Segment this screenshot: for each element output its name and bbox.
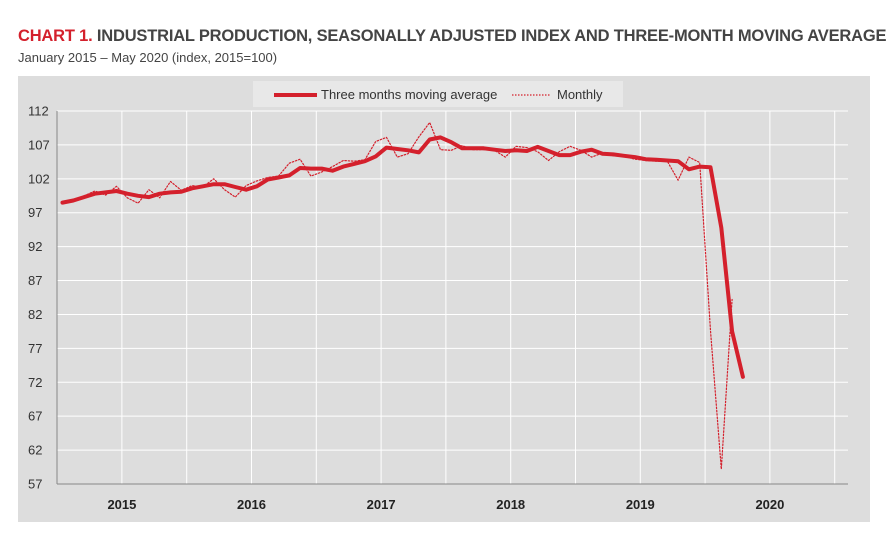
- chart-subtitle: January 2015 – May 2020 (index, 2015=100…: [18, 50, 278, 65]
- x-year-label: 2019: [626, 497, 655, 512]
- x-axis-ticks: 2015 2016 2017 2018 2019 2020: [107, 497, 784, 512]
- x-year-label: 2015: [107, 497, 136, 512]
- chart-title-lead: CHART 1.: [18, 27, 93, 45]
- series-layer: [60, 121, 745, 470]
- y-tick-label: 92: [28, 239, 42, 254]
- y-tick-label: 107: [28, 137, 50, 152]
- x-year-label: 2020: [755, 497, 784, 512]
- legend-label-moving-average: Three months moving average: [321, 87, 497, 102]
- y-tick-label: 77: [28, 341, 42, 356]
- series-line-monthly: [61, 121, 733, 470]
- y-tick-label: 87: [28, 273, 42, 288]
- y-tick-label: 112: [28, 104, 49, 119]
- y-tick-label: 62: [28, 443, 42, 458]
- y-tick-label: 67: [28, 409, 42, 424]
- x-year-label: 2016: [237, 497, 266, 512]
- legend-items: Three months moving average Monthly: [274, 87, 603, 102]
- x-year-label: 2018: [496, 497, 525, 512]
- series-line-moving-average: [60, 135, 745, 379]
- y-tick-label: 82: [28, 307, 42, 322]
- y-tick-label: 97: [28, 205, 42, 220]
- chart-title-rest: INDUSTRIAL PRODUCTION, SEASONALLY ADJUST…: [92, 27, 887, 45]
- legend-label-monthly: Monthly: [557, 87, 603, 102]
- y-axis-ticks: 112 107 102 97 92 87 82 77 72 67 62 57: [28, 104, 50, 492]
- y-tick-label: 57: [28, 477, 42, 492]
- x-year-label: 2017: [367, 497, 396, 512]
- chart-title: CHART 1. INDUSTRIAL PRODUCTION, SEASONAL…: [18, 27, 886, 46]
- y-tick-label: 72: [28, 375, 42, 390]
- y-tick-label: 102: [28, 171, 50, 186]
